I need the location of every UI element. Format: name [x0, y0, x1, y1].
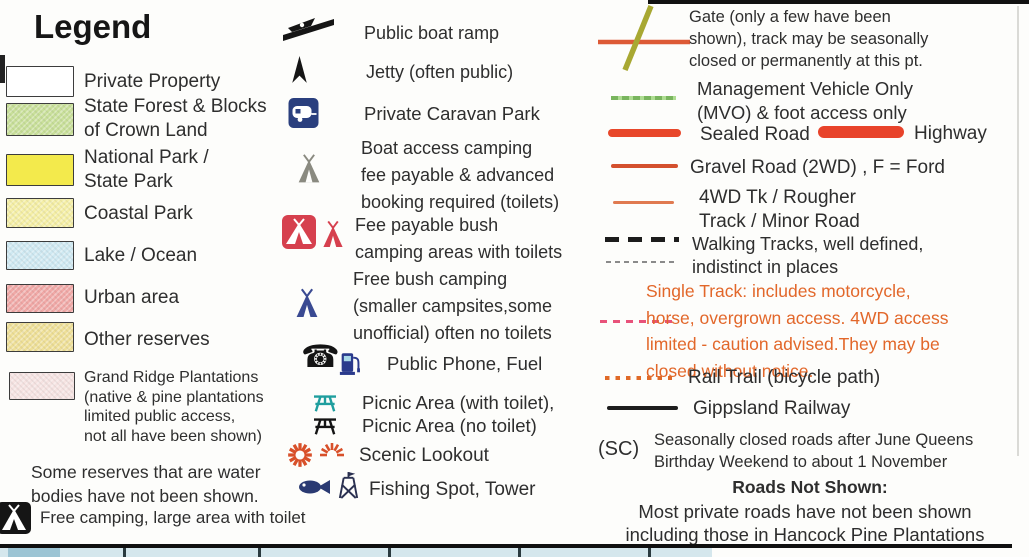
minor-track-label: 4WD Tk / Rougher Track / Minor Road [699, 187, 860, 232]
map-edge-strip [0, 544, 1012, 557]
railway-label: Gippsland Railway [693, 398, 851, 419]
jetty-label: Jetty (often public) [366, 62, 514, 82]
area-label-urban-area: Urban area [84, 287, 180, 308]
mvo-line [611, 96, 676, 100]
caravan-park-label: Private Caravan Park [364, 103, 540, 124]
gate-label: Gate (only a few have been shown), track… [689, 8, 929, 70]
caravan-icon [288, 98, 319, 128]
picnic-table-teal-icon [314, 395, 336, 412]
picnic-no-toilet-label: Picnic Area (no toilet) [362, 415, 537, 436]
rail-trail-line [605, 376, 672, 380]
seasonal-code: (SC) [598, 438, 640, 460]
area-label-lake-ocean: Lake / Ocean [84, 245, 198, 266]
boat-ramp-icon [283, 18, 334, 41]
area-label-state-forest: State Forest & Blocks of Crown Land [84, 96, 267, 142]
map-edge-tick [648, 548, 651, 557]
area-label-private-property: Private Property [84, 71, 221, 92]
fishing-tower-label: Fishing Spot, Tower [369, 479, 536, 500]
legend-title: Legend [34, 8, 152, 45]
boat-ramp-label: Public boat ramp [364, 23, 500, 43]
area-label-grand-ridge: Grand Ridge Plantations (native & pine p… [84, 369, 264, 445]
map-edge-tick [123, 548, 126, 557]
minor-track-line [613, 201, 674, 204]
area-swatch-private-property [6, 66, 74, 97]
map-border-top [648, 0, 1029, 4]
roads-not-shown-title: Roads Not Shown: [732, 477, 888, 497]
area-swatch-state-forest [6, 103, 74, 136]
sealed-road-label: Sealed Road [700, 124, 810, 145]
sealed-road-line [608, 129, 681, 137]
free-bush-camping-label: Free bush camping (smaller campsites,som… [353, 269, 553, 343]
walking-track-line [605, 237, 679, 242]
tent-in-black-box-icon [0, 502, 31, 534]
scan-edge-line [1017, 6, 1019, 456]
single-track-label: Single Track: includes motorcycle, horse… [646, 281, 949, 381]
mvo-label: Management Vehicle Only (MVO) & foot acc… [697, 78, 913, 123]
area-swatch-other-reserves [6, 322, 74, 352]
jetty-arrow-icon [292, 56, 307, 83]
walking-tracks-label: Walking Tracks, well defined, indistinct… [692, 234, 924, 277]
scenic-lookout-label: Scenic Lookout [359, 445, 489, 466]
fee-camping-label: Fee payable bush camping areas with toil… [355, 215, 563, 262]
starburst-icon [288, 443, 312, 467]
picnic-table-black-icon [314, 418, 336, 435]
walking-track-indistinct-line [606, 261, 674, 263]
area-label-national-park: National Park / State Park [84, 147, 209, 193]
area-swatch-coastal-park [6, 198, 74, 228]
map-edge-patch [8, 548, 60, 557]
scan-artifact-mark [0, 55, 5, 83]
single-track-line [600, 320, 678, 323]
rail-trail-label: Rail Trail (bicycle path) [688, 367, 881, 388]
gate-icon [598, 4, 690, 72]
area-label-other-reserves: Other reserves [84, 329, 210, 350]
tower-icon [338, 472, 359, 499]
free-camping-label: Free camping, large area with toilet [40, 508, 306, 527]
area-swatch-lake-ocean [6, 241, 74, 270]
tent-red-icon [323, 220, 343, 247]
tent-in-red-box-icon [282, 215, 316, 249]
highway-label: Highway [914, 123, 987, 144]
picnic-toilet-label: Picnic Area (with toilet), [362, 392, 555, 413]
fuel-pump-icon [339, 353, 360, 375]
gravel-road-line [611, 164, 678, 168]
phone-icon: ☎ [301, 339, 340, 374]
water-bodies-note: Some reserves that are water bodies have… [31, 462, 261, 506]
area-swatch-grand-ridge [9, 372, 75, 400]
area-swatch-national-park [6, 154, 74, 186]
area-label-coastal-park: Coastal Park [84, 203, 193, 224]
tent-blue-icon [296, 288, 318, 317]
gravel-road-label: Gravel Road (2WD) , F = Ford [690, 157, 945, 178]
highway-line [818, 126, 904, 138]
railway-line [607, 406, 678, 410]
area-swatch-urban-area [6, 284, 74, 313]
phone-fuel-label: Public Phone, Fuel [387, 353, 543, 374]
seasonal-note: Seasonally closed roads after June Queen… [654, 431, 974, 471]
roads-not-shown-body: Most private roads have not been shown i… [625, 501, 985, 545]
fish-icon [299, 480, 330, 494]
map-edge-water [0, 548, 712, 557]
map-edge-tick [388, 548, 391, 557]
map-edge-tick [258, 548, 261, 557]
map-edge-tick [518, 548, 521, 557]
boat-access-camping-label: Boat access camping fee payable & advanc… [361, 138, 560, 212]
tent-gray-icon [298, 154, 320, 183]
half-starburst-icon [320, 443, 344, 457]
